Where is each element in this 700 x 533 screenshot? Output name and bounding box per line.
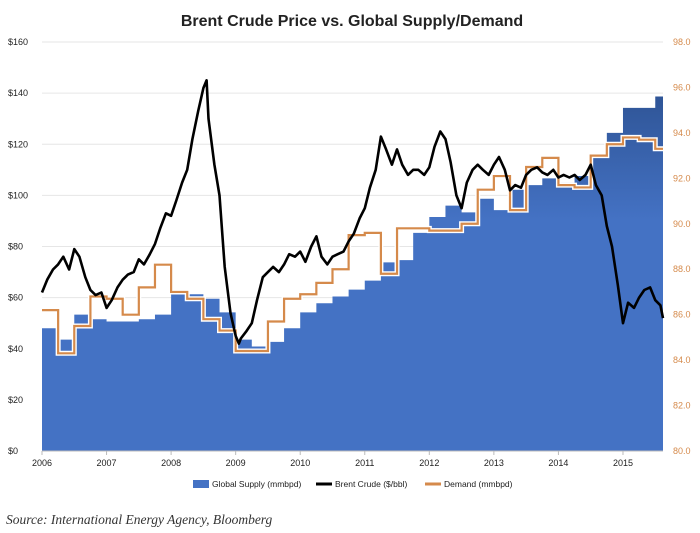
x-tick-label: 2013 [484,458,504,468]
x-tick-label: 2007 [97,458,117,468]
legend-demand-label: Demand (mmbpd) [444,479,513,489]
y-left-tick-label: $80 [8,242,23,252]
x-tick-label: 2006 [32,458,52,468]
y-right-tick-label: 90.0 [673,219,691,229]
x-tick-label: 2011 [355,458,374,468]
y-right-tick-label: 86.0 [673,310,691,320]
y-left-tick-label: $60 [8,293,23,303]
x-tick-label: 2014 [548,458,568,468]
x-tick-label: 2008 [161,458,181,468]
source-note: Source: International Energy Agency, Blo… [6,512,273,527]
y-right-tick-label: 98.0 [673,37,691,47]
y-left-tick-label: $20 [8,395,23,405]
x-tick-label: 2009 [226,458,246,468]
x-tick-label: 2015 [613,458,633,468]
y-right-tick-label: 92.0 [673,173,691,183]
y-right-tick-label: 88.0 [673,264,691,274]
chart-title: Brent Crude Price vs. Global Supply/Dema… [181,13,523,30]
x-tick-label: 2010 [290,458,310,468]
y-left-tick-label: $40 [8,344,23,354]
y-right-tick-label: 84.0 [673,355,691,365]
legend-supply-label: Global Supply (mmbpd) [212,479,301,489]
y-right-tick-label: 80.0 [673,446,691,456]
legend-brent-label: Brent Crude ($/bbl) [335,479,407,489]
y-right-tick-label: 82.0 [673,401,691,411]
legend: Global Supply (mmbpd) Brent Crude ($/bbl… [193,479,513,489]
y-right-tick-label: 96.0 [673,82,691,92]
y-left-tick-label: $120 [8,139,28,149]
demand-layer [42,134,663,356]
y-left-tick-label: $0 [8,446,18,456]
y-left-tick-label: $160 [8,37,28,47]
y-right-tick-label: 94.0 [673,128,691,138]
y-left-tick-label: $100 [8,190,28,200]
supply-area [42,96,663,452]
legend-supply-swatch [193,480,209,488]
demand-line [42,136,663,355]
y-left-tick-label: $140 [8,88,28,98]
x-tick-label: 2012 [419,458,439,468]
brent-crude-line [40,79,665,345]
axis-layer: $0 $20 $40 $60 $80 $100 $120 $140 $160 80.0 82.0 84… [8,37,691,468]
